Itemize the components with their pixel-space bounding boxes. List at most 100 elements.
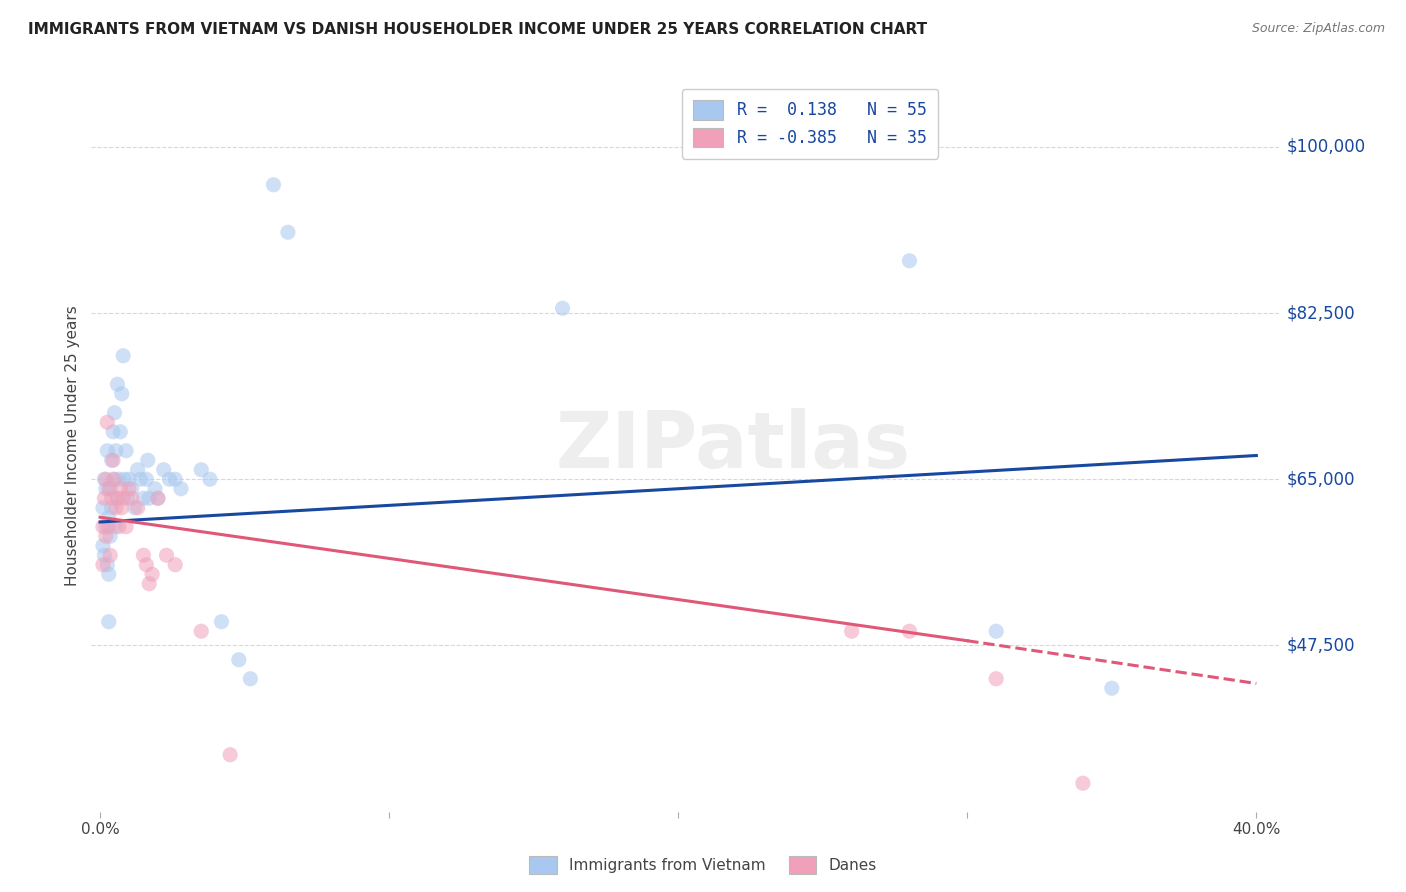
- Point: [117, 491, 139, 506]
- Point: [91, 558, 114, 572]
- Point: [101, 425, 124, 439]
- Point: [112, 349, 135, 363]
- Point: [127, 463, 149, 477]
- Point: [97, 520, 120, 534]
- Point: [118, 472, 141, 486]
- Point: [138, 491, 160, 506]
- Point: [124, 500, 146, 515]
- Point: [135, 558, 157, 572]
- Point: [1101, 681, 1123, 696]
- Point: [108, 472, 131, 486]
- Text: $65,000: $65,000: [1286, 470, 1355, 488]
- Text: IMMIGRANTS FROM VIETNAM VS DANISH HOUSEHOLDER INCOME UNDER 25 YEARS CORRELATION : IMMIGRANTS FROM VIETNAM VS DANISH HOUSEH…: [28, 22, 927, 37]
- Y-axis label: Householder Income Under 25 years: Householder Income Under 25 years: [65, 306, 80, 586]
- Text: $47,500: $47,500: [1286, 637, 1355, 655]
- Point: [91, 520, 114, 534]
- Point: [159, 472, 181, 486]
- Text: $100,000: $100,000: [1286, 137, 1365, 156]
- Point: [91, 500, 114, 515]
- Point: [898, 253, 921, 268]
- Point: [841, 624, 863, 639]
- Point: [103, 406, 125, 420]
- Point: [100, 453, 122, 467]
- Point: [129, 472, 152, 486]
- Point: [104, 443, 127, 458]
- Point: [94, 472, 117, 486]
- Point: [110, 425, 132, 439]
- Point: [121, 491, 143, 506]
- Point: [94, 529, 117, 543]
- Point: [103, 472, 125, 486]
- Point: [94, 520, 117, 534]
- Point: [97, 510, 120, 524]
- Text: ZIPatlas: ZIPatlas: [555, 408, 911, 484]
- Point: [96, 443, 118, 458]
- Point: [96, 415, 118, 429]
- Point: [93, 548, 115, 562]
- Point: [138, 576, 160, 591]
- Point: [155, 548, 177, 562]
- Point: [1071, 776, 1094, 790]
- Point: [165, 558, 187, 572]
- Point: [98, 482, 121, 496]
- Point: [190, 624, 212, 639]
- Point: [146, 491, 169, 506]
- Point: [228, 653, 250, 667]
- Point: [898, 624, 921, 639]
- Point: [100, 491, 122, 506]
- Point: [118, 482, 141, 496]
- Point: [111, 500, 134, 515]
- Point: [104, 500, 127, 515]
- Point: [132, 548, 155, 562]
- Point: [107, 491, 129, 506]
- Point: [152, 463, 174, 477]
- Point: [93, 472, 115, 486]
- Point: [986, 624, 1008, 639]
- Point: [190, 463, 212, 477]
- Point: [121, 482, 143, 496]
- Point: [97, 567, 120, 582]
- Point: [107, 491, 129, 506]
- Point: [263, 178, 285, 192]
- Point: [135, 472, 157, 486]
- Point: [239, 672, 262, 686]
- Point: [101, 472, 124, 486]
- Point: [100, 500, 122, 515]
- Point: [94, 482, 117, 496]
- Point: [146, 491, 169, 506]
- Point: [97, 615, 120, 629]
- Point: [136, 453, 159, 467]
- Point: [986, 672, 1008, 686]
- Point: [141, 567, 163, 582]
- Point: [198, 472, 221, 486]
- Point: [93, 491, 115, 506]
- Point: [108, 520, 131, 534]
- Point: [103, 520, 125, 534]
- Legend: R =  0.138   N = 55, R = -0.385   N = 35: R = 0.138 N = 55, R = -0.385 N = 35: [682, 88, 938, 159]
- Point: [219, 747, 242, 762]
- Point: [112, 491, 135, 506]
- Point: [211, 615, 233, 629]
- Point: [98, 529, 121, 543]
- Point: [110, 482, 132, 496]
- Point: [91, 539, 114, 553]
- Point: [170, 482, 193, 496]
- Point: [143, 482, 166, 496]
- Point: [96, 558, 118, 572]
- Point: [115, 443, 138, 458]
- Point: [101, 453, 124, 467]
- Point: [551, 301, 574, 316]
- Point: [165, 472, 187, 486]
- Point: [115, 520, 138, 534]
- Legend: Immigrants from Vietnam, Danes: Immigrants from Vietnam, Danes: [523, 850, 883, 880]
- Text: Source: ZipAtlas.com: Source: ZipAtlas.com: [1251, 22, 1385, 36]
- Point: [98, 548, 121, 562]
- Text: $82,500: $82,500: [1286, 304, 1355, 322]
- Point: [114, 472, 136, 486]
- Point: [127, 500, 149, 515]
- Point: [107, 377, 129, 392]
- Point: [97, 482, 120, 496]
- Point: [111, 386, 134, 401]
- Point: [132, 491, 155, 506]
- Point: [277, 225, 299, 239]
